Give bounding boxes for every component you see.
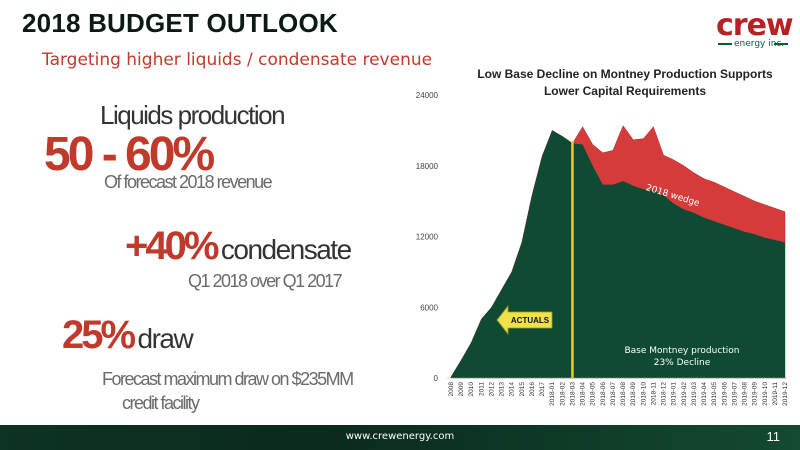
y-axis: 0 6000 12000 18000 24000 [416,91,439,383]
footer-url[interactable]: www.crewenergy.com [345,431,455,442]
x-tick-label: 2012 [488,382,495,397]
x-tick-label: 2013 [499,382,506,397]
y-tick-label: 18000 [416,162,439,171]
liquids-value: 50 - 60% [44,128,215,181]
x-tick-label: 2009 [458,382,465,397]
x-tick-label: 2018-06 [600,382,607,406]
x-tick-label: 2019-11 [772,382,779,406]
liquids-description: Of forecast 2018 revenue [104,172,273,192]
actuals-label: ACTUALS [511,316,550,325]
actuals-arrow [496,304,553,336]
x-tick-label: 2018-12 [661,382,668,406]
y-tick-label: 24000 [416,91,439,100]
x-tick-label: 2018-01 [549,382,556,406]
x-tick-label: 2019-01 [671,382,678,406]
logo-wordmark: crew [716,8,794,43]
x-tick-label: 2019-08 [742,382,749,406]
x-tick-label: 2008 [448,382,455,397]
x-tick-label: 2019-05 [711,382,718,406]
x-tick-label: 2017 [539,382,546,397]
x-tick-label: 2019-04 [701,382,708,406]
draw-description-line2: credit facility [122,393,200,413]
x-tick-label: 2019-10 [762,382,769,406]
base-label-line2: 23% Decline [654,358,711,368]
x-tick-label: 2018-02 [559,382,566,406]
x-tick-label: 2018-10 [640,382,647,406]
draw-description-line1: Forecast maximum draw on $235MM [102,369,354,389]
y-tick-label: 12000 [416,233,439,242]
chart-areas [450,125,786,379]
slide-title: 2018 BUDGET OUTLOOK [22,8,338,38]
condensate-value: +40% [125,224,219,268]
y-tick-label: 0 [434,374,439,383]
x-tick-label: 2018-08 [620,382,627,406]
liquids-label: Liquids production [100,100,286,130]
x-axis: 2008 2009 2010 2011 2012 2013 2014 2015 2016 2017… [447,377,789,406]
page-number: 11 [766,429,781,444]
logo-bar-left [718,43,732,45]
logo-bar-right [774,43,788,45]
logo-subtitle: energy inc. [734,39,785,49]
draw-value: 25% [62,313,136,357]
x-tick-label: 2018-03 [569,382,576,406]
x-tick-label: 2019-03 [691,382,698,406]
condensate-stat: +40% condensate [125,224,352,269]
x-tick-label: 2019-06 [721,382,728,406]
condensate-description: Q1 2018 over Q1 2017 [188,271,343,291]
x-tick-label: 2010 [468,382,475,397]
base-label-line1: Base Montney production [624,346,739,356]
x-tick-label: 2018-04 [580,382,587,406]
x-tick-label: 2019-12 [782,382,789,406]
footer-bar: www.crewenergy.com 11 [0,425,800,450]
x-tick-label: 2018-09 [630,382,637,406]
x-tick-label: 2019-02 [681,382,688,406]
draw-stat: 25% draw [62,313,194,358]
x-tick-label: 2015 [519,382,526,397]
x-tick-label: 2019-09 [752,382,759,406]
y-tick-label: 6000 [420,303,438,312]
x-tick-label: 2018-05 [590,382,597,406]
draw-word: draw [137,323,194,354]
company-logo: crew energy inc. [710,6,794,52]
x-tick-label: 2014 [509,382,516,397]
x-tick-label: 2018-07 [610,382,617,406]
condensate-word: condensate [220,234,352,265]
x-tick-label: 2011 [478,382,485,396]
x-tick-label: 2019-07 [731,382,738,406]
x-tick-label: 2018-11 [650,382,657,406]
chart-title: Low Base Decline on Montney Production S… [477,67,773,98]
slide-subtitle: Targeting higher liquids / condensate re… [42,50,433,70]
x-tick-label: 2016 [529,382,536,397]
